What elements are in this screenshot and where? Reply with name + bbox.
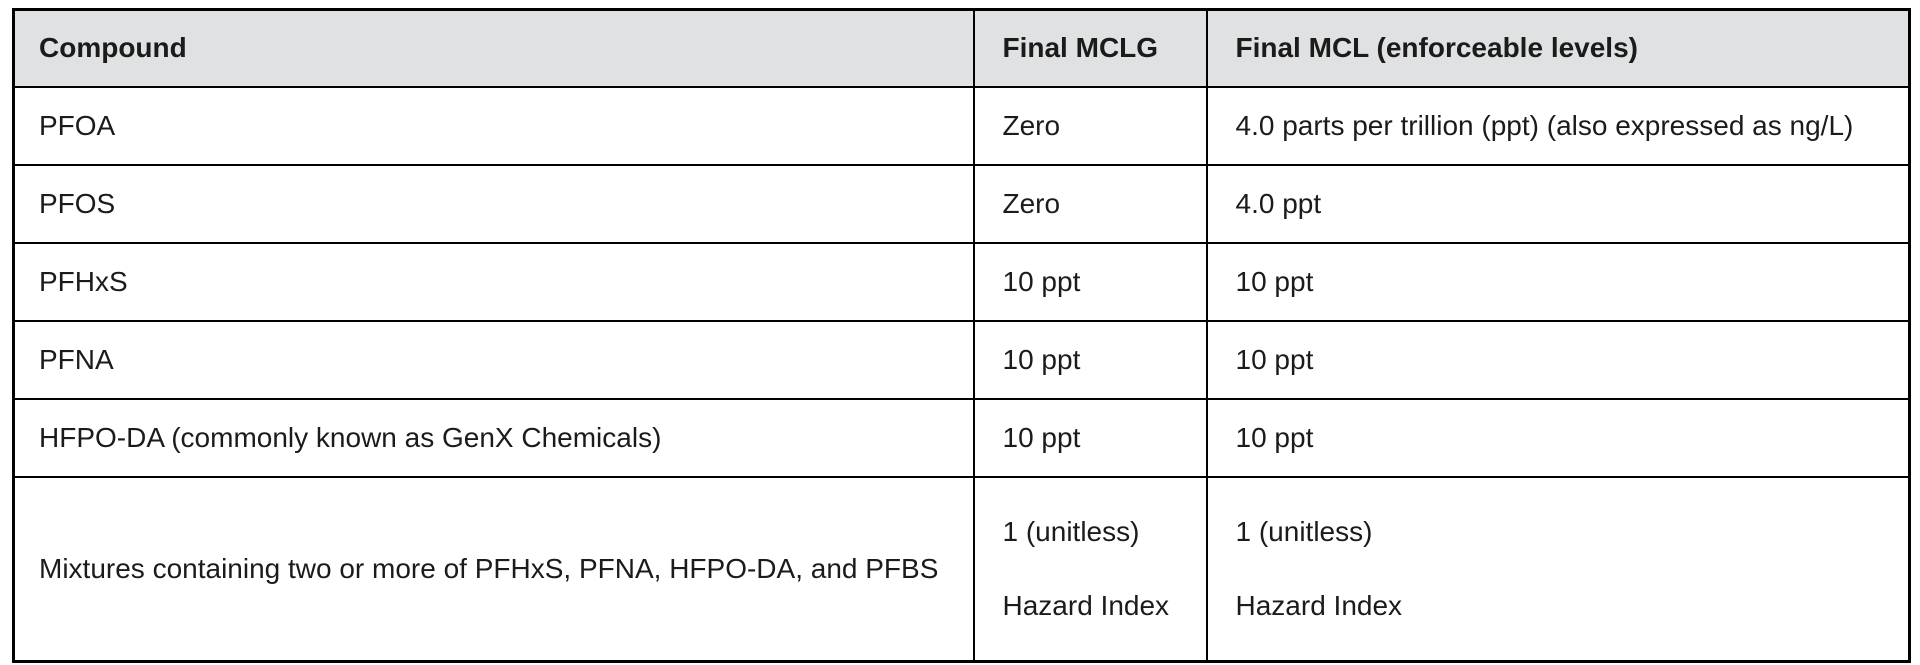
table-row-pfoa: PFOA Zero 4.0 parts per trillion (ppt) (… [12,85,1911,166]
mclg-unit-line: Hazard Index [1002,589,1170,621]
mclg-cell: 10 ppt [972,241,1208,322]
compound-cell: PFOA [12,85,975,166]
table-row-pfna: PFNA 10 ppt 10 ppt [12,319,1911,400]
mcl-cell: 10 ppt [1205,319,1911,400]
mcl-value-line: 1 (unitless) [1235,515,1373,547]
mcl-unit-line: Hazard Index [1235,589,1403,621]
mclg-cell: 10 ppt [972,397,1208,478]
mclg-cell: 1 (unitless) Hazard Index [972,475,1208,663]
compound-cell: PFHxS [12,241,975,322]
mcl-cell: 4.0 parts per trillion (ppt) (also expre… [1205,85,1911,166]
compound-cell: PFOS [12,163,975,244]
mcl-cell: 10 ppt [1205,397,1911,478]
mclg-cell: 10 ppt [972,319,1208,400]
mclg-cell: Zero [972,85,1208,166]
column-header-final-mcl: Final MCL (enforceable levels) [1205,8,1911,88]
mcl-cell: 4.0 ppt [1205,163,1911,244]
mclg-value-line: 1 (unitless) [1002,515,1140,547]
mcl-cell: 10 ppt [1205,241,1911,322]
mclg-cell: Zero [972,163,1208,244]
table-header-row: Compound Final MCLG Final MCL (enforceab… [12,8,1911,88]
compound-cell: Mixtures containing two or more of PFHxS… [12,475,975,663]
pfas-standards-table: Compound Final MCLG Final MCL (enforceab… [12,8,1911,663]
column-header-compound: Compound [12,8,975,88]
table-row-pfos: PFOS Zero 4.0 ppt [12,163,1911,244]
table-row-hfpo-da: HFPO-DA (commonly known as GenX Chemical… [12,397,1911,478]
table-row-mixtures: Mixtures containing two or more of PFHxS… [12,475,1911,663]
mcl-cell: 1 (unitless) Hazard Index [1205,475,1911,663]
compound-cell: HFPO-DA (commonly known as GenX Chemical… [12,397,975,478]
compound-cell: PFNA [12,319,975,400]
column-header-final-mclg: Final MCLG [972,8,1208,88]
table-row-pfhxs: PFHxS 10 ppt 10 ppt [12,241,1911,322]
